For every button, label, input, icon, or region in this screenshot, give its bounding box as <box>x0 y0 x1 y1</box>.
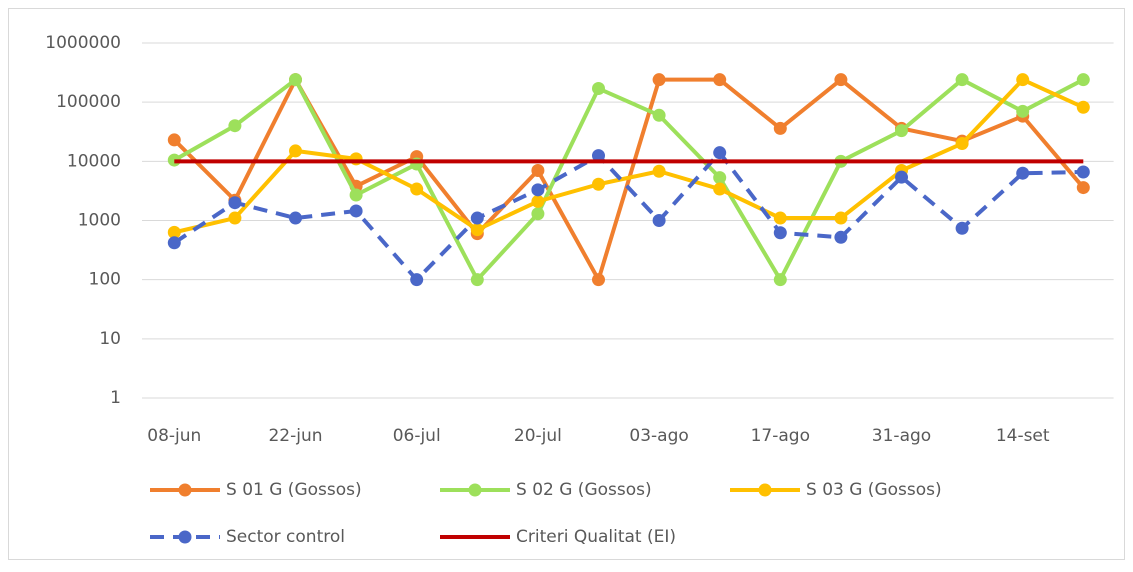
data-point <box>228 196 242 210</box>
series-line <box>173 77 1085 282</box>
data-point <box>167 225 181 239</box>
data-point <box>531 163 545 177</box>
legend-label: S 02 G (Gossos) <box>516 480 652 500</box>
legend-marker <box>468 483 482 497</box>
legend-label: S 03 G (Gossos) <box>806 480 942 500</box>
data-point <box>1016 166 1030 180</box>
data-point <box>349 188 363 202</box>
data-point <box>592 177 605 191</box>
data-point <box>289 144 302 158</box>
legend-label: Sector control <box>226 527 345 547</box>
data-point <box>228 211 242 225</box>
data-point <box>289 73 302 87</box>
legend-marker <box>178 530 192 544</box>
data-point <box>167 236 181 250</box>
data-point <box>228 119 242 133</box>
data-point <box>592 149 605 163</box>
y-tick-label: 10 <box>99 329 121 349</box>
data-point <box>713 73 727 87</box>
series-line <box>173 77 1085 235</box>
data-point <box>713 182 727 196</box>
x-tick-label: 03-ago <box>629 426 688 446</box>
legend-marker <box>178 483 192 497</box>
data-point <box>410 273 424 287</box>
x-tick-label: 08-jun <box>147 426 201 446</box>
data-point <box>834 211 848 225</box>
data-point <box>470 223 484 237</box>
data-point <box>1076 73 1090 87</box>
data-point <box>652 164 666 178</box>
y-tick-label: 1 <box>110 388 121 408</box>
x-tick-label: 06-jul <box>393 426 441 446</box>
data-point <box>167 133 181 147</box>
data-point <box>652 108 666 122</box>
data-point <box>895 170 908 184</box>
data-point <box>1076 100 1090 114</box>
data-point <box>713 171 727 185</box>
data-point <box>773 121 787 135</box>
y-tick-label: 1000 <box>78 211 121 231</box>
data-point <box>592 273 605 287</box>
data-point <box>1016 73 1030 87</box>
x-tick-label: 17-ago <box>751 426 810 446</box>
data-point <box>349 152 363 166</box>
x-tick-label: 31-ago <box>872 426 931 446</box>
data-point <box>955 73 969 87</box>
data-point <box>713 146 727 160</box>
data-point <box>592 82 605 96</box>
y-tick-label: 10000 <box>67 151 121 171</box>
data-point <box>470 273 484 287</box>
data-point <box>773 273 787 287</box>
legend-marker <box>758 483 772 497</box>
data-point <box>410 182 424 196</box>
legend-label: Criteri Qualitat (EI) <box>516 527 676 547</box>
data-point <box>1076 181 1090 195</box>
data-point <box>652 214 666 227</box>
x-tick-label: 14-set <box>996 426 1050 446</box>
data-point <box>773 211 787 225</box>
data-point <box>531 183 545 197</box>
data-point <box>531 207 545 221</box>
data-point <box>895 124 908 138</box>
data-point <box>955 137 969 151</box>
data-point <box>955 221 969 235</box>
x-tick-label: 22-jun <box>268 426 322 446</box>
data-point <box>531 194 545 208</box>
chart-border <box>8 8 1125 560</box>
y-tick-label: 100 <box>89 270 121 290</box>
legend-label: S 01 G (Gossos) <box>226 480 362 500</box>
data-point <box>1076 165 1090 179</box>
data-point <box>834 230 848 244</box>
x-tick-label: 20-jul <box>514 426 562 446</box>
y-tick-label: 100000 <box>56 92 121 112</box>
data-point <box>289 211 302 225</box>
data-point <box>1016 104 1030 118</box>
series-line <box>173 150 1084 282</box>
data-point <box>470 211 484 225</box>
data-point <box>834 73 848 87</box>
data-point <box>349 204 363 218</box>
data-point <box>652 73 666 87</box>
y-tick-label: 1000000 <box>45 33 121 53</box>
data-point <box>773 226 787 240</box>
